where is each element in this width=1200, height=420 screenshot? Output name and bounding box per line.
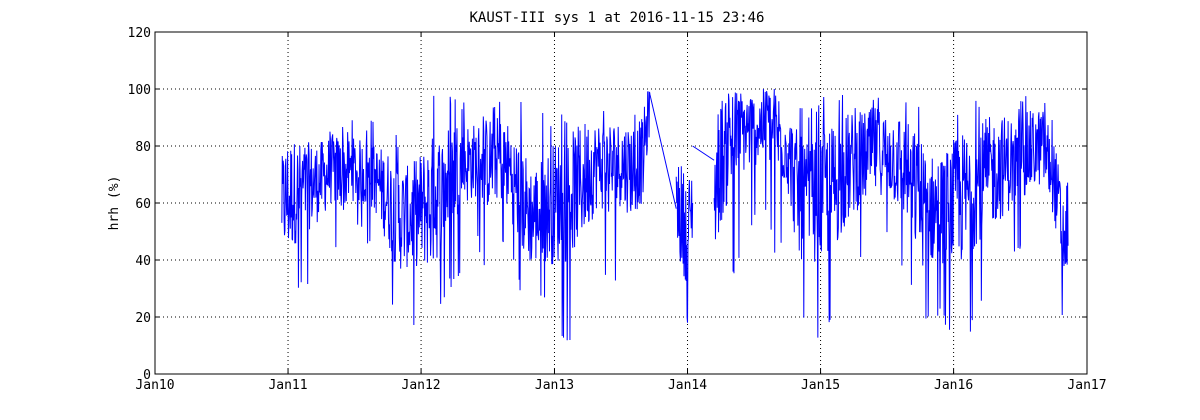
y-tick-label: 60 <box>135 197 151 212</box>
y-tick-labels: 0 20 40 60 80 100 120 <box>128 26 151 383</box>
x-tick-label: Jan15 <box>801 378 840 393</box>
series-gap-connector <box>649 94 677 209</box>
x-tick-label: Jan13 <box>535 378 574 393</box>
x-tick-labels: Jan10 Jan11 Jan12 Jan13 Jan14 Jan15 Jan16 Jan17 <box>135 378 1106 393</box>
y-tick-label: 0 <box>143 368 151 383</box>
ticks <box>154 31 1088 375</box>
x-tick-label: Jan14 <box>668 378 707 393</box>
series-line-segment-1 <box>281 91 651 341</box>
series-line-segment-2 <box>675 166 694 323</box>
x-tick-label: Jan11 <box>268 378 307 393</box>
y-tick-label: 100 <box>128 83 151 98</box>
y-tick-label: 120 <box>128 26 151 41</box>
series-layer <box>281 88 1069 341</box>
series-gap-connector <box>692 145 715 161</box>
x-tick-label: Jan10 <box>135 378 174 393</box>
y-axis-label: hrh (%) <box>107 176 122 231</box>
y-tick-label: 80 <box>135 140 151 155</box>
chart-title: KAUST-III sys 1 at 2016-11-15 23:46 <box>469 10 764 26</box>
y-tick-label: 20 <box>135 311 151 326</box>
x-tick-label: Jan12 <box>402 378 441 393</box>
x-tick-label: Jan17 <box>1067 378 1106 393</box>
series-line-segment-3 <box>713 88 1069 338</box>
x-tick-label: Jan16 <box>934 378 973 393</box>
y-tick-label: 40 <box>135 254 151 269</box>
